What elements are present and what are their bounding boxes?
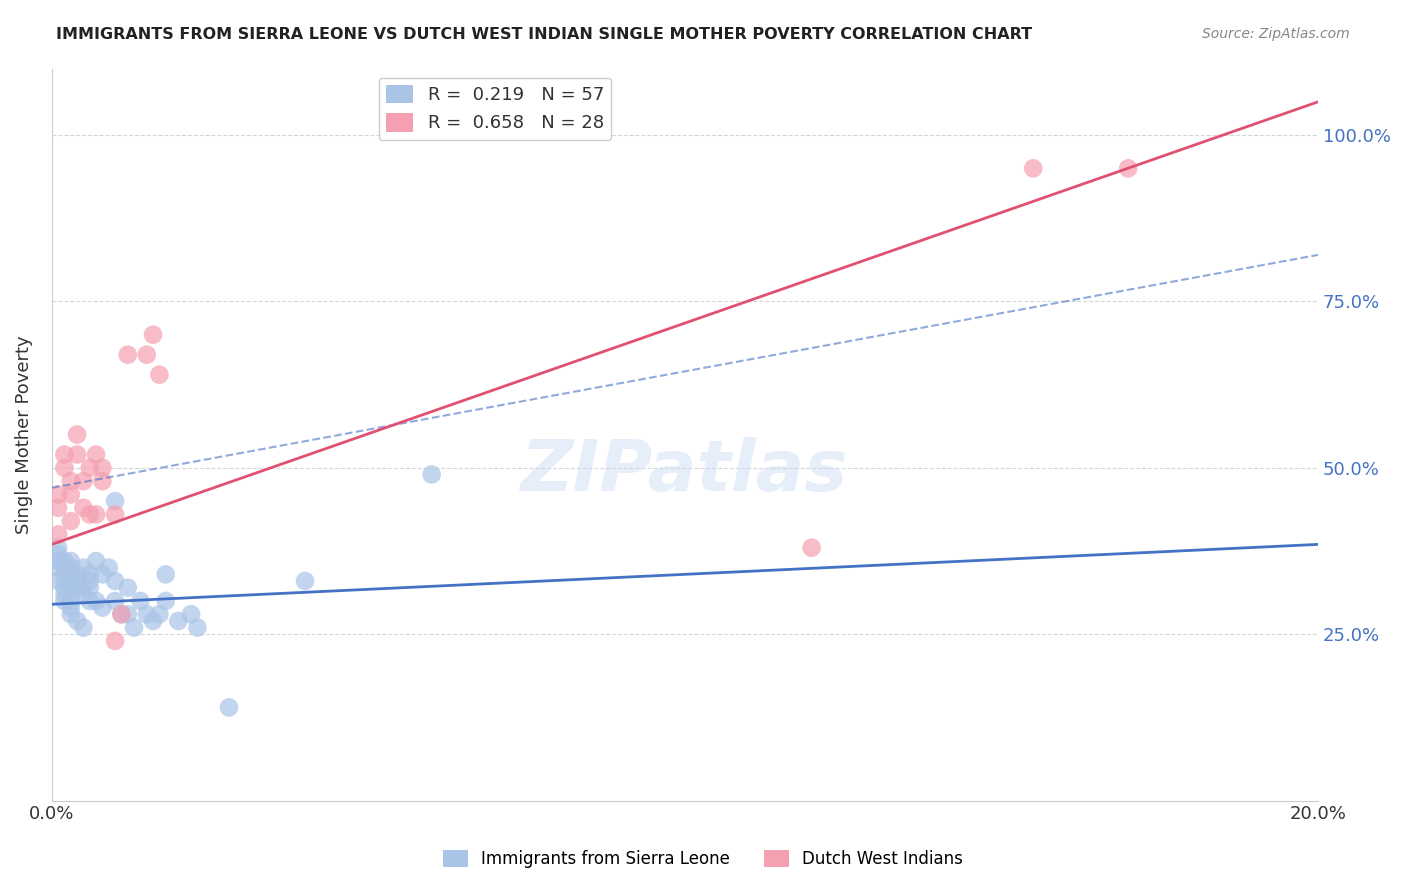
Point <box>84 554 107 568</box>
Point <box>53 594 76 608</box>
Text: IMMIGRANTS FROM SIERRA LEONE VS DUTCH WEST INDIAN SINGLE MOTHER POVERTY CORRELAT: IMMIGRANTS FROM SIERRA LEONE VS DUTCH WE… <box>56 27 1032 42</box>
Point <box>59 594 82 608</box>
Point <box>46 500 69 515</box>
Point <box>110 607 132 622</box>
Point <box>66 581 89 595</box>
Point <box>46 554 69 568</box>
Point <box>59 560 82 574</box>
Point <box>91 474 114 488</box>
Point <box>79 567 101 582</box>
Point <box>420 467 443 482</box>
Point <box>53 574 76 588</box>
Point <box>72 581 94 595</box>
Point <box>104 574 127 588</box>
Y-axis label: Single Mother Poverty: Single Mother Poverty <box>15 335 32 534</box>
Point <box>218 700 240 714</box>
Point <box>59 474 82 488</box>
Point <box>294 574 316 588</box>
Point <box>91 600 114 615</box>
Point <box>46 574 69 588</box>
Point <box>142 327 165 342</box>
Legend: R =  0.219   N = 57, R =  0.658   N = 28: R = 0.219 N = 57, R = 0.658 N = 28 <box>378 78 612 140</box>
Point <box>46 541 69 555</box>
Point <box>59 567 82 582</box>
Point <box>59 514 82 528</box>
Point <box>180 607 202 622</box>
Point <box>155 567 177 582</box>
Point <box>66 567 89 582</box>
Point <box>53 554 76 568</box>
Legend: Immigrants from Sierra Leone, Dutch West Indians: Immigrants from Sierra Leone, Dutch West… <box>436 843 970 875</box>
Point <box>53 460 76 475</box>
Point <box>155 594 177 608</box>
Point <box>104 494 127 508</box>
Point <box>46 487 69 501</box>
Point <box>79 460 101 475</box>
Point <box>72 560 94 574</box>
Point <box>117 348 139 362</box>
Point <box>104 633 127 648</box>
Point <box>129 594 152 608</box>
Point <box>79 581 101 595</box>
Point <box>84 594 107 608</box>
Point <box>53 587 76 601</box>
Point <box>59 574 82 588</box>
Point <box>84 448 107 462</box>
Point <box>800 541 823 555</box>
Point <box>59 587 82 601</box>
Point <box>117 581 139 595</box>
Point <box>167 614 190 628</box>
Point <box>110 607 132 622</box>
Point <box>59 581 82 595</box>
Point <box>1022 161 1045 176</box>
Point <box>59 607 82 622</box>
Point <box>79 574 101 588</box>
Point <box>148 607 170 622</box>
Point <box>186 621 208 635</box>
Point <box>46 547 69 561</box>
Point <box>72 621 94 635</box>
Point <box>53 560 76 574</box>
Point <box>91 460 114 475</box>
Point <box>122 621 145 635</box>
Point <box>59 600 82 615</box>
Point <box>66 574 89 588</box>
Point <box>59 487 82 501</box>
Point <box>104 508 127 522</box>
Point <box>1116 161 1139 176</box>
Point <box>148 368 170 382</box>
Point <box>46 560 69 574</box>
Point <box>66 427 89 442</box>
Point <box>59 554 82 568</box>
Point <box>46 527 69 541</box>
Point <box>53 448 76 462</box>
Point <box>104 594 127 608</box>
Point <box>135 348 157 362</box>
Text: ZIPatlas: ZIPatlas <box>522 437 849 506</box>
Point <box>72 587 94 601</box>
Point <box>53 581 76 595</box>
Point <box>72 474 94 488</box>
Point <box>72 500 94 515</box>
Point <box>66 614 89 628</box>
Point <box>79 594 101 608</box>
Point <box>66 448 89 462</box>
Text: Source: ZipAtlas.com: Source: ZipAtlas.com <box>1202 27 1350 41</box>
Point <box>79 508 101 522</box>
Point <box>142 614 165 628</box>
Point <box>117 607 139 622</box>
Point <box>91 567 114 582</box>
Point <box>53 567 76 582</box>
Point <box>135 607 157 622</box>
Point <box>97 560 120 574</box>
Point <box>84 508 107 522</box>
